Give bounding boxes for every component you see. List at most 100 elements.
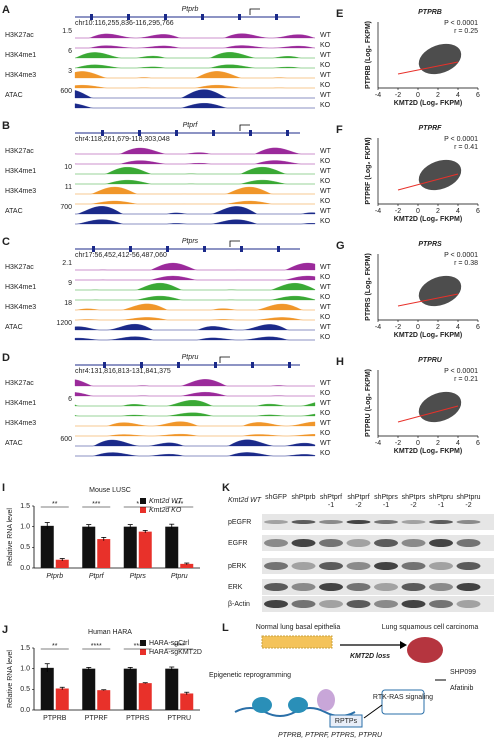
legend-label: Kmt2d WT [149, 498, 183, 505]
band [401, 583, 426, 591]
x-tick-label: 0 [416, 440, 420, 447]
p-value: P < 0.0001 [444, 252, 478, 259]
x-tick-label: -4 [375, 324, 381, 331]
lane-label: -1 [383, 502, 389, 509]
significance: *** [134, 643, 142, 650]
band [401, 520, 426, 524]
y-tick-label: 1.5 [20, 645, 30, 652]
exon [286, 130, 289, 136]
bar [180, 693, 194, 710]
signal-track [74, 71, 315, 79]
exon [103, 362, 106, 368]
band [374, 520, 398, 524]
scatter-title: PTPRF [419, 125, 443, 132]
signal-track [74, 336, 315, 341]
signal-track [75, 206, 316, 215]
x-tick-label: -4 [375, 208, 381, 215]
bar [180, 563, 194, 568]
x-tick-label: -2 [395, 208, 401, 215]
track-label: H3K4me3 [5, 304, 36, 311]
x-tick-label: 2 [436, 92, 440, 99]
coordinates: chr4:118,261,679-118,303,048 [75, 136, 170, 143]
signal-track [74, 84, 315, 89]
band [291, 600, 316, 608]
signal-track [75, 275, 316, 281]
ko-label: KO [320, 314, 331, 321]
tss-arrow [239, 124, 250, 131]
bar [123, 668, 137, 710]
signal-track [74, 147, 315, 155]
signal-track [75, 200, 315, 205]
track-label: H3K4me3 [5, 72, 36, 79]
band [456, 562, 481, 570]
panel-letter: K [222, 482, 230, 494]
band [319, 583, 343, 591]
track-scale: 18 [64, 300, 72, 307]
wt-label: WT [320, 32, 332, 39]
x-tick-label: -4 [375, 440, 381, 447]
r-value: r = 0.21 [454, 376, 478, 383]
nucleosome [288, 697, 308, 713]
y-axis-label: PTPRB (Log₂ FKPM) [365, 21, 372, 89]
x-tick-label: 6 [476, 208, 480, 215]
track-label: H3K4me1 [5, 284, 36, 291]
ko-label: KO [320, 62, 331, 69]
kmt2d [317, 689, 335, 711]
track-scale: 6 [68, 48, 72, 55]
band [346, 520, 371, 524]
y-axis-label: PTPRF (Log₂ FKPM) [365, 137, 372, 204]
bar [165, 668, 179, 710]
panel-letter: B [2, 120, 10, 132]
band [374, 539, 398, 547]
ko-label: KO [320, 178, 331, 185]
panel-letter: A [2, 4, 10, 16]
category-label: PTPRB [43, 715, 67, 722]
inhibit-rptp [363, 704, 383, 719]
legend-label: Kmt2d KO [149, 507, 182, 514]
band [346, 539, 371, 547]
blot-header: Kmt2d WT [228, 497, 262, 504]
x-tick-label: 2 [436, 324, 440, 331]
signal-track [75, 186, 315, 195]
bar [40, 667, 54, 710]
signal-track [75, 421, 316, 427]
bar [55, 559, 69, 568]
track-scale: 1200 [56, 320, 72, 327]
panel-letter: E [336, 8, 343, 20]
bar [138, 531, 152, 568]
row-label: pEGFR [228, 519, 251, 526]
y-axis-label: PTPRU (Log₂ FKPM) [365, 369, 372, 437]
wt-label: WT [320, 264, 332, 271]
band [429, 562, 453, 570]
exon [164, 14, 167, 20]
bar [165, 526, 179, 568]
track-label: ATAC [5, 324, 23, 331]
band [291, 539, 316, 547]
band [374, 562, 398, 570]
legend-label: HARA-sgKMT2D [149, 649, 202, 656]
coordinates: chr10:116,255,836-116,295,766 [75, 20, 174, 27]
band [291, 562, 316, 570]
band [319, 539, 343, 547]
signal-track [74, 103, 315, 109]
signal-track [75, 282, 316, 291]
lane-label: shPtprb [291, 494, 315, 501]
bar [138, 683, 152, 710]
panel-letter: I [2, 482, 5, 494]
tss-arrow [219, 356, 230, 363]
band [291, 583, 316, 591]
lane-label: -2 [465, 502, 471, 509]
signal-track [75, 452, 316, 457]
wt-label: WT [320, 304, 332, 311]
lane-label: shGFP [265, 494, 287, 501]
track-scale: 2.1 [62, 260, 72, 267]
x-tick-label: 4 [456, 92, 460, 99]
y-tick-label: 1.0 [20, 524, 30, 531]
significance: * [136, 501, 139, 508]
band [264, 562, 288, 570]
band [346, 600, 371, 608]
scatter-title: PTPRU [418, 357, 443, 364]
significance: **** [91, 643, 102, 650]
panel-letter: C [2, 236, 10, 248]
